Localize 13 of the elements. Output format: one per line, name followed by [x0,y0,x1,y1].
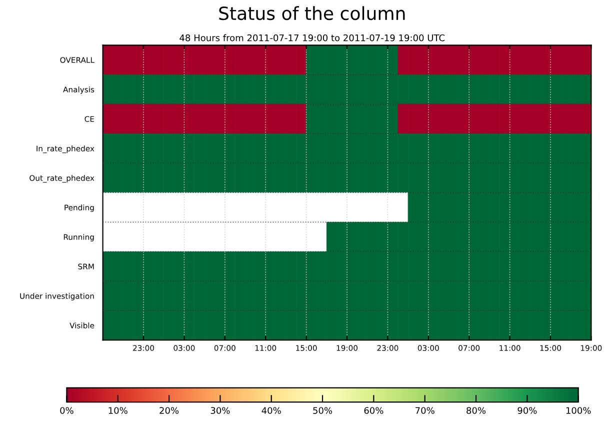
color-bar-label: 0% [60,407,74,414]
chart-subtitle: 48 Hours from 2011-07-17 19:00 to 2011-07-19 19:00 UTC [180,34,445,42]
color-bar-label: 60% [364,407,384,414]
color-bar-label: 100% [566,407,591,414]
color-bar-label: 80% [466,407,486,414]
color-bar-label: 90% [518,407,537,414]
color-bar-label: 50% [313,407,332,414]
color-bar-label: 10% [108,407,128,414]
chart-title: Status of the column [219,6,405,20]
color-bar-label: 30% [210,407,230,414]
color-bar-label: 20% [160,407,179,414]
color-bar-label: 40% [262,407,281,414]
color-bar-label: 70% [416,407,434,414]
